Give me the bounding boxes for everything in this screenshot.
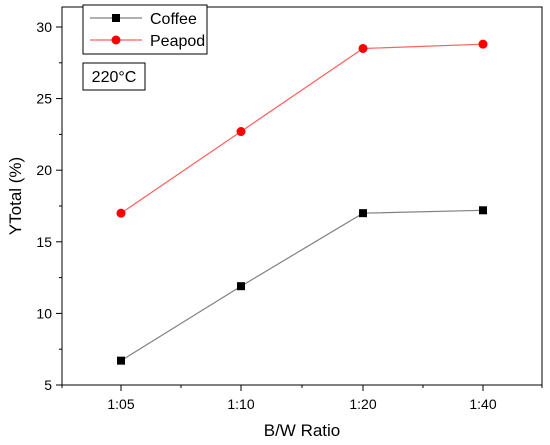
x-axis-title: B/W Ratio [264,421,341,440]
peapod-line [120,43,484,214]
y-tick-label: 10 [36,305,52,321]
legend-marker-coffee [112,14,120,22]
coffee-point [359,209,367,218]
legend: Coffee Peapod [82,4,208,55]
y-tick-label: 25 [36,91,52,107]
legend-box [82,4,208,55]
y-axis-title: YTotal (%) [6,157,25,235]
peapod-point [116,208,126,218]
y-axis: 5 10 15 20 25 30 [36,19,62,393]
y-tick-label: 30 [36,19,52,35]
peapod-point [358,43,368,53]
series-layer [116,39,488,365]
y-tick-label: 15 [36,234,52,250]
legend-label-coffee: Coffee [150,11,197,28]
annotation-label: 220°C [92,69,137,86]
y-tick-label: 20 [36,162,52,178]
coffee-line [120,209,484,362]
legend-marker-peapod [111,35,121,45]
y-tick-label: 5 [44,377,52,393]
x-tick-label: 1:05 [107,396,134,412]
x-axis: 1:05 1:10 1:20 1:40 [61,385,543,412]
x-tick-label: 1:20 [349,396,376,412]
legend-label-peapod: Peapod [150,33,205,50]
temperature-annotation: 220°C [82,62,146,91]
x-tick-label: 1:10 [227,396,254,412]
peapod-point [236,127,246,137]
series-peapod [116,39,488,218]
coffee-point [479,206,487,215]
x-tick-label: 1:40 [469,396,496,412]
legend-entries: Coffee Peapod [90,11,205,50]
annotation-box [82,62,146,91]
series-coffee [117,206,487,365]
peapod-point [478,39,488,49]
coffee-point [117,356,125,365]
coffee-point [237,282,245,291]
